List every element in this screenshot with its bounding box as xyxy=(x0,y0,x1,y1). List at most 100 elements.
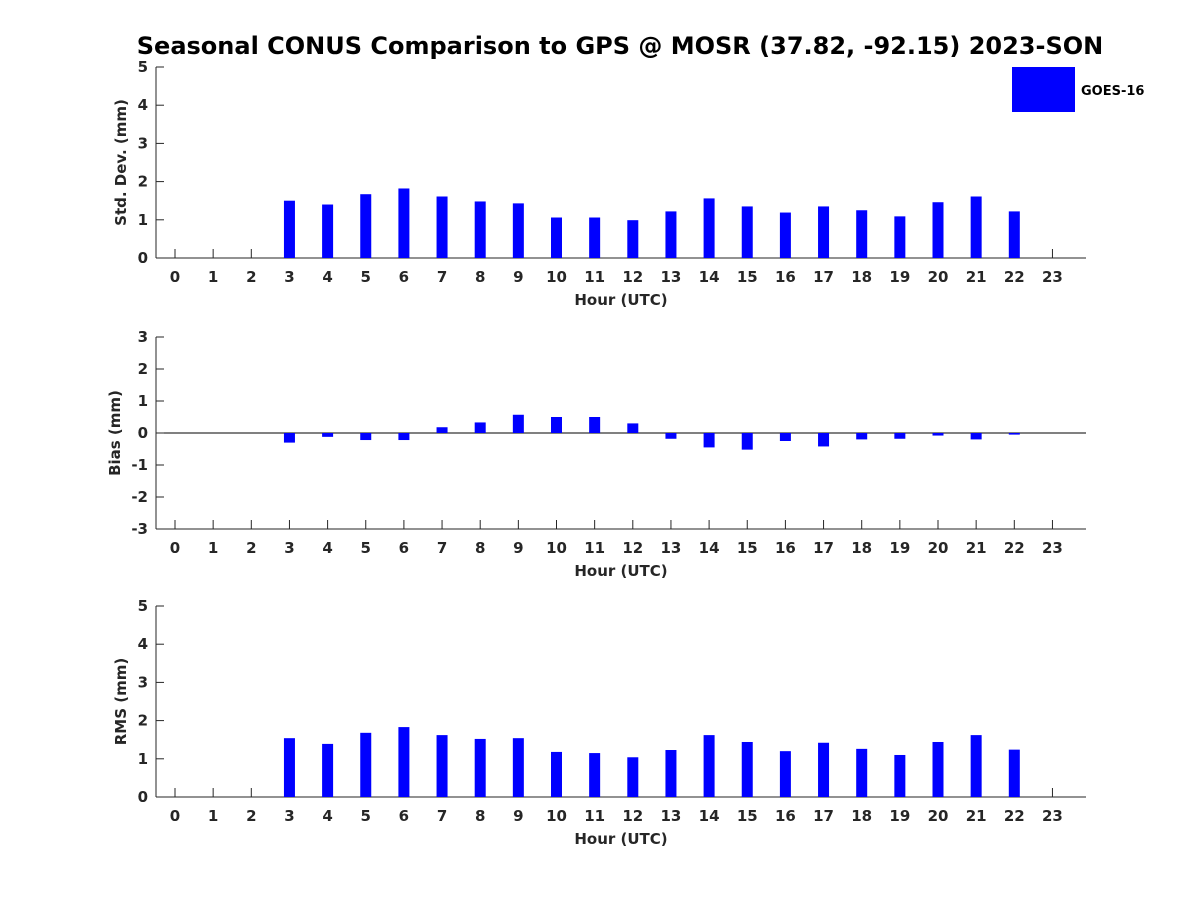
x-tick-label: 20 xyxy=(928,268,949,286)
bar-hour-11 xyxy=(589,217,601,258)
bar-hour-4 xyxy=(322,204,334,258)
x-tick-label: 22 xyxy=(1004,268,1025,286)
bar-hour-8 xyxy=(474,422,486,433)
bar-hour-20 xyxy=(932,741,944,797)
bar-hour-3 xyxy=(283,433,295,443)
bar-hour-7 xyxy=(436,427,448,433)
x-tick-label: 12 xyxy=(622,539,643,557)
bar-hour-9 xyxy=(512,203,524,258)
bar-hour-15 xyxy=(741,433,753,450)
bar-hour-12 xyxy=(627,220,639,258)
bar-hour-22 xyxy=(1008,433,1020,435)
bar-hour-9 xyxy=(512,414,524,433)
x-axis-label: Hour (UTC) xyxy=(574,562,667,580)
y-tick-label: 3 xyxy=(138,673,148,691)
bar-hour-21 xyxy=(970,433,982,440)
x-tick-label: 15 xyxy=(737,807,758,825)
bar-hour-20 xyxy=(932,202,944,258)
y-tick-label: 0 xyxy=(138,249,148,267)
x-tick-label: 8 xyxy=(475,539,485,557)
x-tick-label: 2 xyxy=(246,807,256,825)
x-tick-label: 12 xyxy=(622,268,643,286)
x-tick-label: 23 xyxy=(1042,539,1063,557)
bar-hour-19 xyxy=(894,754,906,797)
x-tick-label: 2 xyxy=(246,268,256,286)
x-tick-label: 4 xyxy=(322,539,332,557)
x-tick-label: 19 xyxy=(889,268,910,286)
y-tick-label: 0 xyxy=(138,788,148,806)
x-tick-label: 11 xyxy=(584,539,605,557)
x-tick-label: 18 xyxy=(851,807,872,825)
chart-title: Seasonal CONUS Comparison to GPS @ MOSR … xyxy=(137,32,1103,60)
x-tick-label: 19 xyxy=(889,807,910,825)
legend-label: GOES-16 xyxy=(1081,84,1144,99)
x-tick-label: 8 xyxy=(475,807,485,825)
x-tick-label: 18 xyxy=(851,268,872,286)
x-tick-label: 1 xyxy=(208,268,218,286)
x-tick-label: 7 xyxy=(437,268,447,286)
x-tick-label: 2 xyxy=(246,539,256,557)
x-tick-label: 13 xyxy=(661,807,682,825)
x-tick-label: 1 xyxy=(208,807,218,825)
x-tick-label: 12 xyxy=(622,807,643,825)
x-tick-label: 23 xyxy=(1042,268,1063,286)
x-tick-label: 9 xyxy=(513,807,523,825)
legend-swatch xyxy=(1012,67,1075,112)
y-tick-label: 1 xyxy=(138,750,148,768)
x-tick-label: 5 xyxy=(361,268,371,286)
bar-hour-7 xyxy=(436,196,448,258)
y-tick-label: 1 xyxy=(138,392,148,410)
y-tick-label: 2 xyxy=(138,360,148,378)
bar-hour-4 xyxy=(322,743,334,797)
bar-hour-3 xyxy=(283,200,295,258)
y-axis-label: RMS (mm) xyxy=(112,658,130,745)
bar-hour-21 xyxy=(970,196,982,258)
bar-hour-18 xyxy=(856,748,868,797)
x-tick-label: 21 xyxy=(966,539,987,557)
x-tick-label: 10 xyxy=(546,539,567,557)
x-tick-label: 4 xyxy=(322,807,332,825)
x-tick-label: 6 xyxy=(399,268,409,286)
x-tick-label: 5 xyxy=(361,539,371,557)
x-tick-label: 0 xyxy=(170,807,180,825)
x-tick-label: 17 xyxy=(813,807,834,825)
bar-hour-11 xyxy=(589,753,601,797)
bar-hour-10 xyxy=(551,217,562,258)
y-axis-label: Std. Dev. (mm) xyxy=(112,99,130,226)
bar-hour-20 xyxy=(932,433,944,436)
x-tick-label: 9 xyxy=(513,539,523,557)
x-tick-label: 14 xyxy=(699,539,720,557)
y-tick-label: 2 xyxy=(138,712,148,730)
y-tick-label: -2 xyxy=(131,488,148,506)
bar-hour-19 xyxy=(894,216,906,258)
x-tick-label: 3 xyxy=(284,807,294,825)
bar-hour-13 xyxy=(665,433,677,439)
x-tick-label: 20 xyxy=(928,539,949,557)
bar-hour-7 xyxy=(436,735,448,797)
x-tick-label: 0 xyxy=(170,539,180,557)
bar-hour-6 xyxy=(398,727,410,797)
bar-hour-10 xyxy=(551,751,562,797)
x-tick-label: 3 xyxy=(284,268,294,286)
bar-hour-5 xyxy=(360,433,372,441)
x-tick-label: 13 xyxy=(661,539,682,557)
bar-hour-16 xyxy=(779,433,791,441)
x-axis-label: Hour (UTC) xyxy=(574,830,667,848)
x-tick-label: 22 xyxy=(1004,807,1025,825)
x-tick-label: 6 xyxy=(399,807,409,825)
bar-hour-17 xyxy=(818,206,830,258)
x-tick-label: 10 xyxy=(546,268,567,286)
x-tick-label: 14 xyxy=(699,268,720,286)
x-tick-label: 17 xyxy=(813,539,834,557)
x-tick-label: 10 xyxy=(546,807,567,825)
bar-hour-14 xyxy=(703,433,715,448)
bar-hour-11 xyxy=(589,417,601,433)
y-tick-label: 3 xyxy=(138,328,148,346)
bar-hour-3 xyxy=(283,738,295,797)
bar-hour-21 xyxy=(970,735,982,797)
x-tick-label: 7 xyxy=(437,539,447,557)
x-tick-label: 9 xyxy=(513,268,523,286)
bar-hour-10 xyxy=(551,417,562,433)
